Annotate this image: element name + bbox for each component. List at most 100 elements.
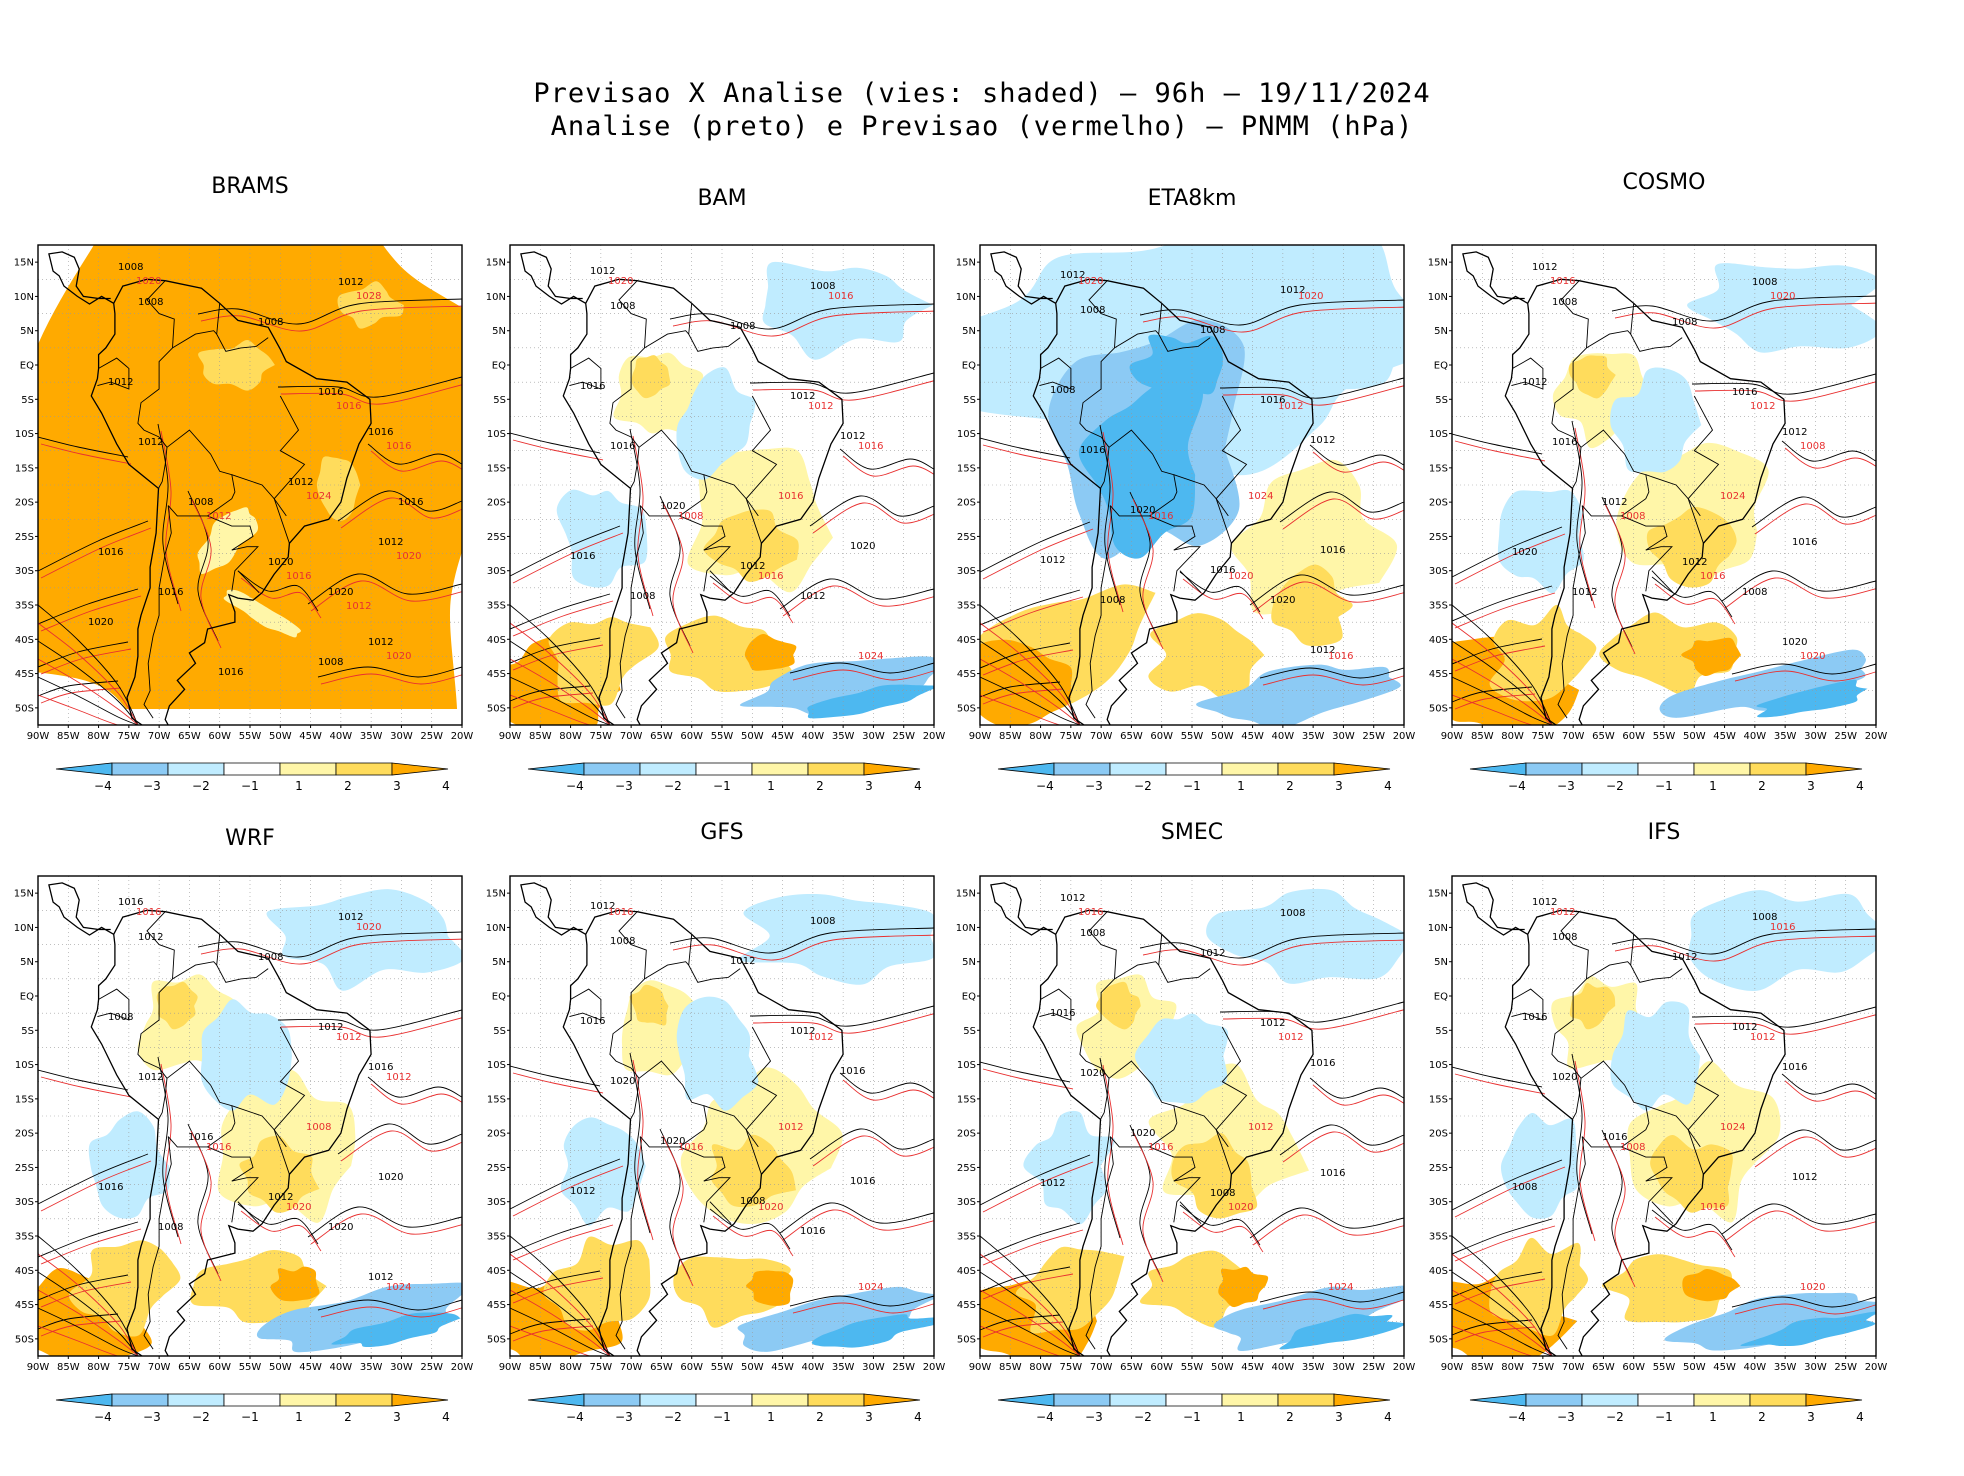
- isobar-gradient: [980, 1289, 1081, 1356]
- analysis-isobar-label: 1016: [1782, 1062, 1807, 1073]
- country-border: [207, 1146, 254, 1182]
- forecast-isobar: [1724, 577, 1876, 609]
- colorbar-label: −3: [1085, 1410, 1103, 1424]
- isobar-gradient: [1452, 658, 1553, 725]
- lat-tick-label: 20S: [15, 1129, 34, 1140]
- analysis-isobar: [337, 1123, 462, 1155]
- isobar-gradient: [980, 1325, 1080, 1356]
- bias-shading: [1231, 459, 1398, 615]
- lon-tick-label: 20W: [451, 731, 474, 742]
- lon-tick-label: 55W: [711, 731, 734, 742]
- forecast-isobar: [1454, 645, 1546, 672]
- analysis-isobar: [157, 423, 179, 605]
- lon-tick-label: 85W: [57, 1362, 80, 1373]
- forecast-isobar-label: 1016: [136, 907, 161, 918]
- colorbar-segment: [391, 1393, 449, 1407]
- lon-tick-label: 40W: [802, 1362, 825, 1373]
- lon-tick-label: 25W: [892, 731, 915, 742]
- isobar-gradient: [38, 1307, 139, 1356]
- south-america-coastline: [90, 278, 372, 725]
- lat-tick-label: 40S: [957, 1266, 976, 1277]
- analysis-isobar: [1571, 1053, 1593, 1235]
- country-border: [703, 474, 762, 544]
- lon-tick-label: 20W: [923, 1362, 946, 1373]
- colorbar-label: −2: [192, 1410, 210, 1424]
- lon-tick-label: 45W: [771, 1362, 794, 1373]
- colorbar-segment: [1165, 1393, 1223, 1407]
- country-border: [1173, 1105, 1232, 1175]
- lon-tick-label: 60W: [1150, 731, 1173, 742]
- analysis-isobar: [510, 637, 601, 664]
- lat-tick-label: 10N: [14, 923, 34, 934]
- analysis-isobar-label: 1016: [118, 897, 143, 908]
- country-border: [703, 546, 731, 592]
- country-border: [1645, 1105, 1704, 1175]
- lat-tick-label: 5S: [1435, 395, 1448, 406]
- lon-tick-label: 30W: [1332, 1362, 1355, 1373]
- country-border: [1586, 961, 1632, 980]
- colorbar-segment: [223, 762, 281, 776]
- forecast-isobar: [632, 435, 654, 617]
- country-border: [237, 570, 260, 594]
- country-border: [231, 1177, 259, 1223]
- analysis-isobar-label: 1016: [1080, 445, 1105, 456]
- colorbar-label: 4: [442, 1410, 450, 1424]
- bias-shading: [1134, 1013, 1229, 1104]
- analysis-isobar: [629, 428, 651, 610]
- lat-tick-label: 25S: [1429, 532, 1448, 543]
- forecast-isobar: [982, 596, 1084, 633]
- analysis-isobar: [1452, 686, 1533, 703]
- forecast-isobar: [672, 310, 934, 337]
- analysis-isobar-label: 1016: [318, 387, 343, 398]
- country-border: [158, 436, 168, 489]
- lon-tick-label: 65W: [1120, 731, 1143, 742]
- analysis-isobar-label: 1012: [1200, 948, 1225, 959]
- lat-tick-label: 10S: [487, 1060, 506, 1071]
- isobar-gradient: [510, 676, 611, 725]
- analysis-isobar-label: 1008: [610, 936, 635, 947]
- country-border: [143, 1136, 172, 1350]
- analysis-isobar-label: 1020: [328, 587, 353, 598]
- lon-tick-label: 85W: [529, 1362, 552, 1373]
- colorbar-segment: [695, 1393, 753, 1407]
- colorbar-label: −3: [615, 1410, 633, 1424]
- country-border: [1179, 570, 1202, 594]
- central-america-coastline: [520, 882, 587, 936]
- forecast-isobar-label: 1012: [1278, 1032, 1303, 1043]
- colorbar-segment: [1749, 1393, 1807, 1407]
- colorbar-segment: [55, 1393, 113, 1407]
- bias-shading: [1602, 1254, 1733, 1323]
- lon-tick-label: 25W: [420, 1362, 443, 1373]
- forecast-isobar: [1754, 1136, 1876, 1168]
- analysis-isobar: [1651, 1209, 1733, 1251]
- lon-tick-label: 50W: [269, 1362, 292, 1373]
- panel-eta8km: ETA8km 1012 1008 1008 1012 1008 1016 1012 1016 10…: [956, 186, 1420, 845]
- analysis-isobar: [1452, 433, 1543, 455]
- lat-tick-label: 15S: [1429, 1094, 1448, 1105]
- lat-tick-label: 35S: [487, 601, 506, 612]
- analysis-isobar: [237, 570, 319, 612]
- colorbar-label: 2: [1758, 779, 1766, 793]
- lat-tick-label: 5S: [493, 1026, 506, 1037]
- lon-tick-label: 75W: [590, 731, 613, 742]
- forecast-isobar: [982, 444, 1074, 466]
- forecast-isobar-label: 1012: [336, 1032, 361, 1043]
- lat-tick-label: 25S: [957, 532, 976, 543]
- forecast-isobar: [1142, 306, 1404, 333]
- analysis-isobar: [307, 573, 462, 605]
- forecast-isobar-label: 1020: [1298, 291, 1323, 302]
- analysis-isobar: [709, 575, 791, 617]
- country-border: [703, 1105, 762, 1175]
- country-border: [1100, 1067, 1110, 1120]
- analysis-isobar-label: 1012: [790, 391, 815, 402]
- forecast-isobar: [812, 502, 934, 534]
- lon-tick-label: 65W: [1592, 1362, 1615, 1373]
- analysis-isobar-label: 1012: [1732, 1022, 1757, 1033]
- map-frame: 1012100810081008101610121012101610201020…: [486, 244, 945, 793]
- central-america-coastline: [990, 251, 1057, 305]
- lon-tick-label: 20W: [1393, 1362, 1416, 1373]
- forecast-isobar: [240, 1210, 322, 1252]
- bias-shading: [256, 1282, 462, 1353]
- analysis-isobar: [367, 443, 462, 465]
- forecast-isobar-label: 1012: [386, 1072, 411, 1083]
